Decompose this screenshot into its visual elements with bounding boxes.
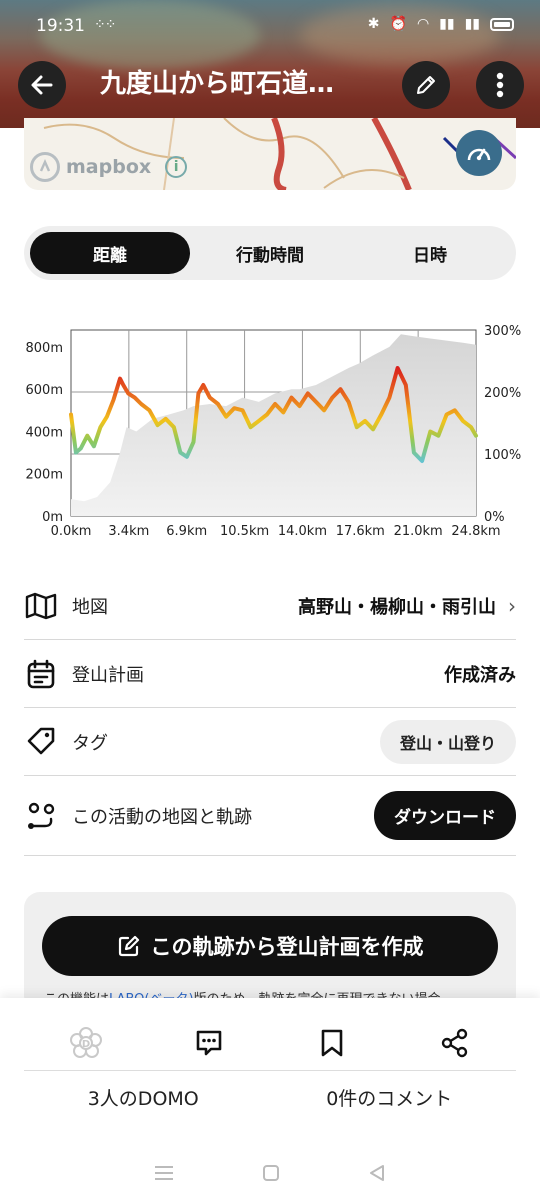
- elevation-area: [71, 334, 476, 516]
- y-left-tick-label: 200m: [26, 468, 63, 483]
- comment-icon: [196, 1030, 221, 1056]
- bookmark-icon: [321, 1029, 342, 1057]
- y-left-tick-label: 0m: [42, 510, 63, 525]
- comment-button[interactable]: [179, 1016, 239, 1070]
- x-tick-label: 3.4km: [108, 524, 149, 539]
- y-right-tick-label: 300%: [484, 324, 521, 339]
- tag-icon: [24, 725, 58, 759]
- speedometer-button[interactable]: [456, 130, 502, 176]
- speedometer-icon: [467, 148, 491, 161]
- back-button[interactable]: [18, 61, 66, 109]
- domo-flower-icon: D: [69, 1027, 102, 1058]
- engagement-counts: 3人のDOMO 0件のコメント: [24, 1084, 516, 1120]
- domo-count[interactable]: 3人のDOMO: [87, 1088, 199, 1110]
- y-right-tick-label: 200%: [484, 386, 521, 401]
- axis-toggle: 距離 行動時間 日時: [24, 226, 516, 280]
- alarm-icon: ⏰: [389, 16, 407, 32]
- action-bar: D: [24, 1016, 516, 1070]
- mapbox-attribution: mapbox i: [30, 152, 188, 182]
- recents-menu-icon[interactable]: [153, 1164, 175, 1182]
- x-tick-label: 17.6km: [336, 524, 385, 539]
- bluetooth-icon: ✱: [367, 16, 380, 32]
- map-row[interactable]: 地図 高野山・楊柳山・雨引山 ›: [24, 572, 516, 640]
- status-time: 19:31: [36, 16, 85, 36]
- map-value: 高野山・楊柳山・雨引山: [298, 596, 496, 618]
- y-right-tick-label: 0%: [484, 510, 505, 525]
- plan-status: 作成済み: [444, 664, 516, 686]
- mapbox-logo-icon: [30, 152, 60, 182]
- share-button[interactable]: [425, 1016, 485, 1070]
- info-icon[interactable]: i: [165, 156, 188, 178]
- edit-button[interactable]: [402, 61, 450, 109]
- page-title: 九度山から町石道…: [100, 69, 335, 99]
- y-left-tick-label: 400m: [26, 425, 63, 440]
- tag-chip[interactable]: 登山・山登り: [379, 719, 516, 764]
- share-icon: [441, 1028, 467, 1058]
- download-button[interactable]: ダウンロード: [374, 791, 516, 840]
- x-tick-label: 10.5km: [220, 524, 269, 539]
- tab-moving-time[interactable]: 行動時間: [236, 245, 304, 266]
- tag-row: タグ 登山・山登り: [24, 708, 516, 776]
- chevron-right-icon: ›: [508, 593, 516, 618]
- wifi-icon: ◠: [416, 16, 430, 32]
- plan-row[interactable]: 登山計画 作成済み: [24, 640, 516, 708]
- route-points-icon: [24, 799, 58, 833]
- battery-icon: [490, 17, 514, 31]
- x-tick-label: 0.0km: [51, 524, 92, 539]
- elevation-chart: 0.0km 3.4km 6.9km 10.5km 14.0km 17.6km 21.0km 2…: [26, 324, 522, 539]
- signal-icon-2: ▮▮: [464, 16, 480, 32]
- header-map-backdrop: [0, 0, 540, 128]
- route-map[interactable]: [24, 118, 516, 190]
- y-right-tick-label: 100%: [484, 448, 521, 463]
- y-left-tick-label: 800m: [26, 341, 63, 356]
- bookmark-button[interactable]: [302, 1016, 362, 1070]
- tab-datetime[interactable]: 日時: [413, 245, 447, 266]
- download-label: この活動の地図と軌跡: [72, 806, 252, 828]
- more-button[interactable]: [476, 61, 524, 109]
- tag-label: タグ: [72, 732, 108, 754]
- svg-text:D: D: [81, 1039, 89, 1050]
- plan-label: 登山計画: [72, 664, 144, 686]
- more-vertical-icon: [496, 72, 504, 98]
- y-left-tick-label: 600m: [26, 383, 63, 398]
- x-tick-label: 14.0km: [278, 524, 327, 539]
- divider: [24, 1070, 516, 1071]
- calendar-icon: [24, 657, 58, 691]
- back-triangle-icon[interactable]: [367, 1163, 387, 1183]
- arrow-left-icon: [31, 75, 53, 95]
- system-nav-bar: [0, 1146, 540, 1200]
- pencil-icon: [417, 76, 435, 94]
- home-square-icon[interactable]: [261, 1163, 281, 1183]
- bottom-bar: D 3人のDOMO 0件のコメント: [0, 998, 540, 1200]
- status-icons: ✱ ⏰ ◠ ▮▮ ▮▮: [368, 16, 514, 32]
- create-plan-card: この軌跡から登山計画を作成 この機能はLABO(ベータ)版のため、軌跡を完全に再…: [24, 892, 516, 1012]
- edit-square-icon: [118, 935, 139, 957]
- download-row: この活動の地図と軌跡 ダウンロード: [24, 776, 516, 856]
- tab-distance[interactable]: 距離: [30, 232, 190, 274]
- x-tick-label: 6.9km: [166, 524, 207, 539]
- domo-button[interactable]: D: [56, 1016, 116, 1070]
- map-label: 地図: [72, 596, 108, 618]
- status-bar: 19:31 ⁘⁘ ✱ ⏰ ◠ ▮▮ ▮▮: [0, 0, 540, 52]
- create-plan-button[interactable]: この軌跡から登山計画を作成: [42, 916, 498, 976]
- create-plan-label: この軌跡から登山計画を作成: [150, 935, 424, 959]
- map-icon: [24, 589, 58, 623]
- x-tick-label: 21.0km: [394, 524, 443, 539]
- grid-dots-icon: ⁘⁘: [94, 17, 116, 33]
- mapbox-wordmark: mapbox: [66, 156, 152, 178]
- comment-count[interactable]: 0件のコメント: [326, 1088, 453, 1110]
- x-tick-label: 24.8km: [451, 524, 500, 539]
- signal-icon: ▮▮: [439, 16, 455, 32]
- grade-line: [69, 366, 478, 463]
